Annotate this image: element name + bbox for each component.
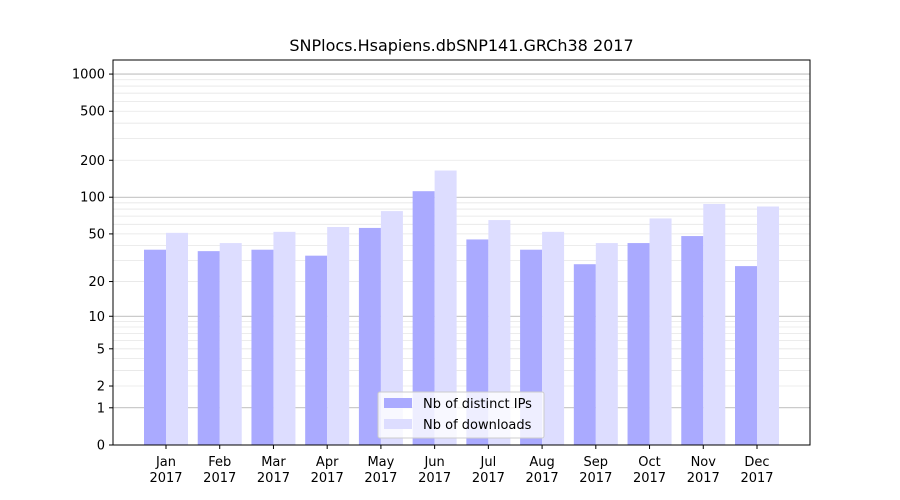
x-tick-label-month: Feb <box>208 455 231 470</box>
x-tick-label-year: 2017 <box>687 471 720 486</box>
x-tick-label-month: Jan <box>155 455 176 470</box>
x-tick-label-year: 2017 <box>579 471 612 486</box>
x-tick-label-year: 2017 <box>311 471 344 486</box>
y-tick-label: 20 <box>88 275 105 290</box>
bar-distinct-ips <box>144 249 166 445</box>
bar-downloads <box>595 243 618 445</box>
bar-downloads <box>703 204 726 445</box>
y-tick-label: 1000 <box>72 68 105 83</box>
y-tick-label: 10 <box>88 310 105 325</box>
bar-downloads <box>327 226 350 445</box>
x-tick-label-month: Apr <box>316 455 339 470</box>
bar-distinct-ips <box>735 266 757 445</box>
x-axis: Jan2017Feb2017Mar2017Apr2017May2017Jun20… <box>149 445 774 486</box>
x-tick-label-year: 2017 <box>740 471 773 486</box>
x-tick-label-month: Sep <box>584 455 609 470</box>
bar-downloads <box>219 243 242 445</box>
y-tick-label: 100 <box>80 191 105 206</box>
bar-distinct-ips <box>197 251 220 445</box>
bar-downloads <box>488 220 511 445</box>
x-tick-label-month: Jun <box>423 455 444 470</box>
x-tick-label-month: May <box>367 455 394 470</box>
x-tick-label-year: 2017 <box>149 471 182 486</box>
bar-downloads <box>166 232 188 445</box>
y-tick-label: 5 <box>97 342 105 357</box>
bar-downloads <box>757 206 779 445</box>
x-tick-label-month: Dec <box>744 455 769 470</box>
y-tick-label: 500 <box>80 105 105 120</box>
legend-swatch-distinct-ips <box>384 398 412 408</box>
bar-distinct-ips <box>681 236 704 445</box>
bar-downloads <box>542 231 565 445</box>
bars <box>144 170 779 445</box>
x-tick-label-month: Mar <box>261 455 286 470</box>
legend-label-distinct-ips: Nb of distinct IPs <box>423 397 532 412</box>
bar-distinct-ips <box>305 255 328 445</box>
legend-box <box>377 391 545 439</box>
bar-distinct-ips <box>251 249 274 445</box>
x-tick-label-month: Nov <box>691 455 717 470</box>
x-tick-label-year: 2017 <box>526 471 559 486</box>
bar-downloads <box>434 170 457 445</box>
legend: Nb of distinct IPs Nb of downloads <box>377 391 545 439</box>
y-tick-label: 2 <box>97 380 105 395</box>
x-tick-label-month: Jul <box>480 455 497 470</box>
y-axis: 0 1 2 5 10 20 50 100 200 500 1000 <box>72 68 113 454</box>
bar-downloads <box>273 231 296 445</box>
legend-label-downloads: Nb of downloads <box>423 418 532 433</box>
x-tick-label-month: Aug <box>529 455 554 470</box>
bar-distinct-ips <box>627 243 650 445</box>
y-tick-label: 1 <box>97 401 105 416</box>
bar-downloads <box>649 218 672 445</box>
x-tick-label-year: 2017 <box>418 471 451 486</box>
bar-distinct-ips <box>573 264 596 445</box>
x-tick-label-year: 2017 <box>364 471 397 486</box>
y-tick-label: 50 <box>88 227 105 242</box>
bar-downloads <box>380 211 403 445</box>
y-tick-label: 0 <box>97 439 105 454</box>
legend-swatch-downloads <box>384 419 412 429</box>
x-tick-label-year: 2017 <box>257 471 290 486</box>
x-tick-label-year: 2017 <box>203 471 236 486</box>
x-tick-label-month: Oct <box>638 455 660 470</box>
bar-distinct-ips <box>358 227 381 445</box>
bar-distinct-ips <box>412 191 435 445</box>
x-tick-label-year: 2017 <box>633 471 666 486</box>
x-tick-label-year: 2017 <box>472 471 505 486</box>
chart-title: SNPlocs.Hsapiens.dbSNP141.GRCh38 2017 <box>289 36 633 55</box>
y-tick-label: 200 <box>80 154 105 169</box>
plot-frame <box>112 59 811 446</box>
